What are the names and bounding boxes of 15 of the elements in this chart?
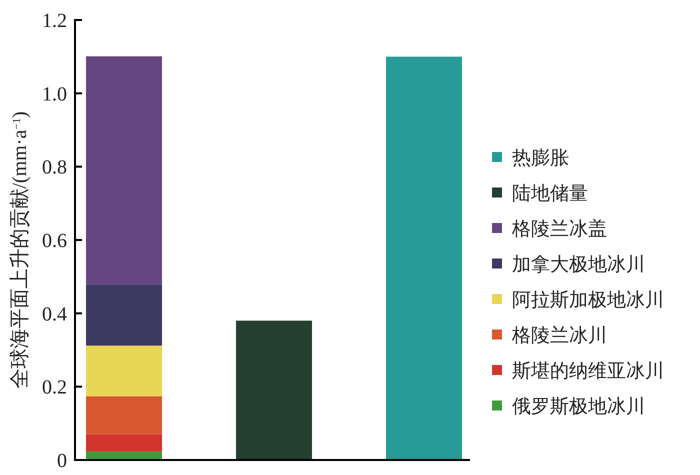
y-tick-label: 0.8: [42, 156, 67, 179]
y-tick-label: 0: [57, 450, 67, 472]
y-tick-label: 1.0: [42, 83, 67, 106]
legend-label: 俄罗斯极地冰川: [512, 396, 645, 418]
legend-label: 加拿大极地冰川: [512, 254, 645, 276]
legend-label: 格陵兰冰川: [511, 326, 607, 346]
y-tick-label: 0.4: [42, 303, 67, 326]
legend-label: 阿拉斯加极地冰川: [512, 290, 664, 311]
y-tick-label: 0.2: [42, 376, 67, 399]
legend-label: 热膨胀: [512, 148, 569, 169]
legend-label: 陆地储量: [512, 184, 588, 204]
y-tick-label: 1.2: [42, 10, 67, 32]
legend-label: 斯堪的纳维亚冰川: [512, 360, 664, 382]
legend-label: 格陵兰冰盖: [511, 218, 607, 240]
y-tick-label: 0.6: [42, 230, 67, 252]
